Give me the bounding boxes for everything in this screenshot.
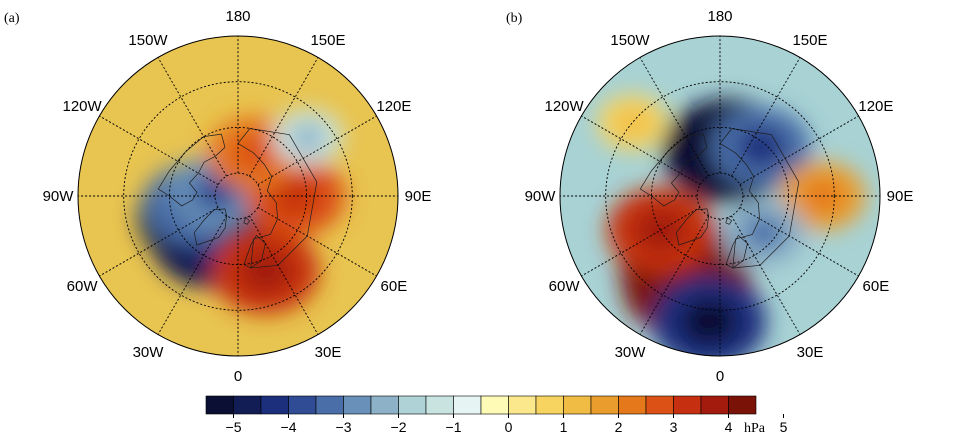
map-b-field <box>560 36 880 356</box>
colorbar-swatch <box>563 395 592 415</box>
latitude-circle <box>123 81 353 311</box>
longitude-label: 90E <box>405 188 432 205</box>
colorbar-tick-label: 5 <box>780 419 788 435</box>
coastline <box>639 133 708 207</box>
longitude-label: 30W <box>615 344 647 361</box>
coastline <box>237 128 318 269</box>
longitude-label: 60E <box>381 278 408 295</box>
anomaly-core <box>615 108 650 137</box>
panel-label-b: (b) <box>506 11 523 26</box>
latitude-circle <box>605 81 835 311</box>
longitude-label: 150E <box>792 32 827 49</box>
colorbar-tick-label: −3 <box>336 419 352 435</box>
anomaly-core <box>743 215 785 250</box>
colorbar-swatch <box>618 395 647 415</box>
panel-a: (a) 150E120E90E60E30E030W60W90W120W150W1… <box>4 8 431 385</box>
colorbar-tick-label: 3 <box>670 419 678 435</box>
longitude-label: 120W <box>63 98 103 115</box>
colorbar-swatch <box>425 395 454 415</box>
coastline <box>193 208 227 246</box>
graticule-b <box>560 36 880 356</box>
colorbar-swatch <box>480 395 509 415</box>
anomaly-core <box>681 298 737 345</box>
colorbar-tick-label: 0 <box>505 419 513 435</box>
lon-labels-b: 150E 120E 90E 60E 30E 0 30W 60W 90W 120W 150W 180 <box>525 8 914 385</box>
colorbar-tick-label: −5 <box>226 419 242 435</box>
longitude-label: 180 <box>707 8 732 25</box>
longitude-label: 90E <box>887 188 914 205</box>
longitude-label: 0 <box>234 368 242 385</box>
longitude-label: 90W <box>43 188 75 205</box>
coastline <box>157 133 226 207</box>
colorbar-swatch <box>508 395 537 415</box>
colorbar-swatch <box>673 395 702 415</box>
colorbar-swatch <box>645 395 674 415</box>
coastline <box>675 208 709 246</box>
colorbar-swatch <box>398 395 427 415</box>
coastline <box>243 216 251 225</box>
colorbar-swatch <box>288 395 317 415</box>
colorbar-tick-label: 4 <box>725 419 733 435</box>
colorbar-swatch <box>590 395 619 415</box>
colorbar-unit: hPa <box>744 421 766 436</box>
map-b-border <box>559 35 881 357</box>
colorbar-swatch <box>343 395 372 415</box>
longitude-label: 150E <box>310 32 345 49</box>
anomaly-core <box>291 123 325 152</box>
longitude-label: 60W <box>67 278 99 295</box>
longitude-label: 0 <box>716 368 724 385</box>
colorbar-tick-label: 2 <box>615 419 623 435</box>
colorbar-swatch <box>700 395 729 415</box>
anomaly-core <box>271 176 320 216</box>
graticule-a <box>78 36 398 356</box>
longitude-label: 30E <box>315 344 342 361</box>
longitude-label: 150W <box>610 32 650 49</box>
colorbar-swatch <box>453 395 482 415</box>
panel-b: (b) 150E120E90E60E30E030W60W90W120W150W1… <box>506 8 913 385</box>
longitude-label: 120E <box>376 98 411 115</box>
coastline-b <box>639 128 800 269</box>
colorbar-swatch <box>205 395 234 415</box>
colorbar-tick-label: −1 <box>446 419 462 435</box>
coastline <box>725 216 733 225</box>
longitude-label: 150W <box>128 32 168 49</box>
colorbar-tick-label: 1 <box>560 419 568 435</box>
longitude-label: 90W <box>525 188 557 205</box>
colorbar-swatch <box>315 395 344 415</box>
map-a-field <box>78 36 398 356</box>
longitude-label: 30W <box>133 344 165 361</box>
map-a-border <box>77 35 399 357</box>
longitude-label: 30E <box>797 344 824 361</box>
coastline <box>725 234 748 269</box>
colorbar-swatch <box>233 395 262 415</box>
colorbar-tick-label: −2 <box>391 419 407 435</box>
colorbar-swatch <box>535 395 564 415</box>
colorbar-swatch <box>370 395 399 415</box>
longitude-label: 120E <box>858 98 893 115</box>
panel-label-a: (a) <box>4 11 20 26</box>
colorbar-swatch <box>728 395 757 415</box>
longitude-label: 60E <box>863 278 890 295</box>
colorbar: −5 −4 −3 −2 −1 0 1 2 3 4 5 hPa <box>205 395 788 436</box>
coastline <box>243 234 266 269</box>
longitude-label: 60W <box>549 278 581 295</box>
longitude-label: 120W <box>545 98 585 115</box>
longitude-label: 180 <box>225 8 250 25</box>
colorbar-swatch <box>260 395 289 415</box>
coastline <box>719 128 800 269</box>
latitude-circle <box>696 172 744 220</box>
colorbar-tick-label: −4 <box>281 419 297 435</box>
lon-labels-a: 150E 120E 90E 60E 30E 0 30W 60W 90W 120W 150W 180 <box>43 8 432 385</box>
anomaly-core <box>239 249 292 293</box>
coastline-a <box>157 128 318 269</box>
